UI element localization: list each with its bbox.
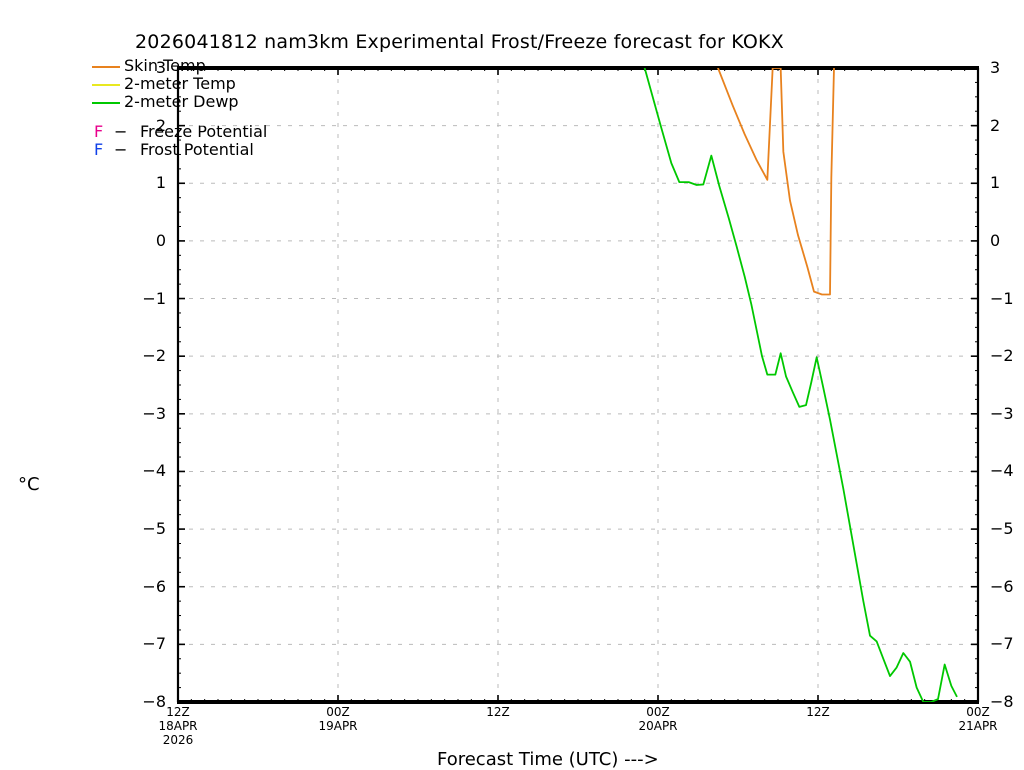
y-tick-label-left: −7: [142, 634, 166, 654]
legend-item-freeze-potential: F − Freeze Potential: [92, 122, 422, 142]
legend-swatch-2m-dewp: [92, 102, 120, 104]
chart-legend: Skin Temp 2-meter Temp 2-meter Dewp F − …: [92, 56, 422, 160]
y-tick-label-left: −6: [142, 576, 166, 596]
legend-glyph-frost: F: [94, 140, 104, 159]
y-tick-label-right: −7: [990, 634, 1014, 654]
x-tick-hour: 00Z: [646, 705, 670, 719]
legend-dash-frost: −: [114, 140, 128, 159]
plot-frame: [176, 66, 980, 704]
y-tick-label-left: −3: [142, 403, 166, 423]
y-tick-label-right: 3: [990, 58, 1001, 77]
legend-item-skin-temp: Skin Temp: [92, 56, 422, 76]
x-tick-hour: 12Z: [166, 705, 190, 719]
y-tick-label-left: 0: [155, 230, 166, 250]
chart-title: 2026041812 nam3km Experimental Frost/Fre…: [135, 31, 784, 53]
legend-glyph-freeze: F: [94, 122, 104, 141]
x-tick-date: 21APR: [958, 719, 998, 733]
x-tick-hour: 00Z: [326, 705, 350, 719]
y-tick-label-right: 1: [990, 173, 1001, 193]
legend-item-2m-dewp: 2-meter Dewp: [92, 92, 422, 112]
x-tick-group: 12Z: [448, 705, 548, 719]
legend-swatch-skin-temp: [92, 66, 120, 68]
y-tick-label-right: −3: [990, 403, 1014, 423]
legend-label-freeze-potential: Freeze Potential: [140, 122, 268, 141]
series-line-2-meter-dewp: [643, 68, 958, 702]
data-series-group: [643, 68, 958, 702]
x-tick-group: 12Z 18APR 2026: [128, 705, 228, 747]
y-tick-label-right: −1: [990, 288, 1014, 308]
x-tick-group: 00Z 19APR: [288, 705, 388, 733]
series-line-skin-temp: [717, 68, 835, 296]
y-tick-label-right: 0: [990, 230, 1001, 250]
x-tick-date: 20APR: [638, 719, 678, 733]
y-tick-label-right: −4: [990, 461, 1014, 481]
x-tick-group: 00Z 20APR: [608, 705, 708, 733]
x-tick-year: 2026: [162, 733, 194, 747]
legend-swatch-2m-temp: [92, 84, 120, 86]
y-tick-label-left: −8: [142, 692, 166, 711]
y-tick-label-right: −6: [990, 576, 1014, 596]
x-tick-group: 00Z 21APR: [928, 705, 1024, 733]
legend-label-2m-dewp: 2-meter Dewp: [124, 92, 239, 111]
gridlines: [178, 68, 978, 702]
y-tick-label-left: 1: [155, 173, 166, 193]
legend-dash-freeze: −: [114, 122, 128, 141]
y-tick-label-left: −4: [142, 461, 166, 481]
legend-label-skin-temp: Skin Temp: [124, 56, 206, 75]
legend-label-frost-potential: Frost Potential: [140, 140, 254, 159]
y-tick-label-right: −8: [990, 692, 1014, 711]
legend-item-2m-temp: 2-meter Temp: [92, 74, 422, 94]
x-tick-date: 18APR: [158, 719, 198, 733]
y-tick-label-right: 2: [990, 115, 1001, 135]
x-tick-hour: 00Z: [966, 705, 990, 719]
x-tick-date: 19APR: [318, 719, 358, 733]
y-tick-label-right: −5: [990, 519, 1014, 539]
x-tick-group: 12Z: [768, 705, 868, 719]
y-axis-unit-label: °C: [18, 474, 40, 495]
y-tick-label-left: −5: [142, 519, 166, 539]
x-axis-caption: Forecast Time (UTC) --->: [437, 749, 659, 770]
y-tick-label-right: −2: [990, 346, 1014, 366]
x-tick-hour: 12Z: [806, 705, 830, 719]
legend-item-frost-potential: F − Frost Potential: [92, 140, 422, 160]
x-tick-hour: 12Z: [486, 705, 510, 719]
y-tick-label-left: −1: [142, 288, 166, 308]
y-tick-label-left: 2: [155, 115, 166, 135]
axis-ticks: [177, 67, 979, 703]
y-tick-label-left: 3: [155, 58, 166, 77]
y-tick-label-left: −2: [142, 346, 166, 366]
legend-label-2m-temp: 2-meter Temp: [124, 74, 236, 93]
